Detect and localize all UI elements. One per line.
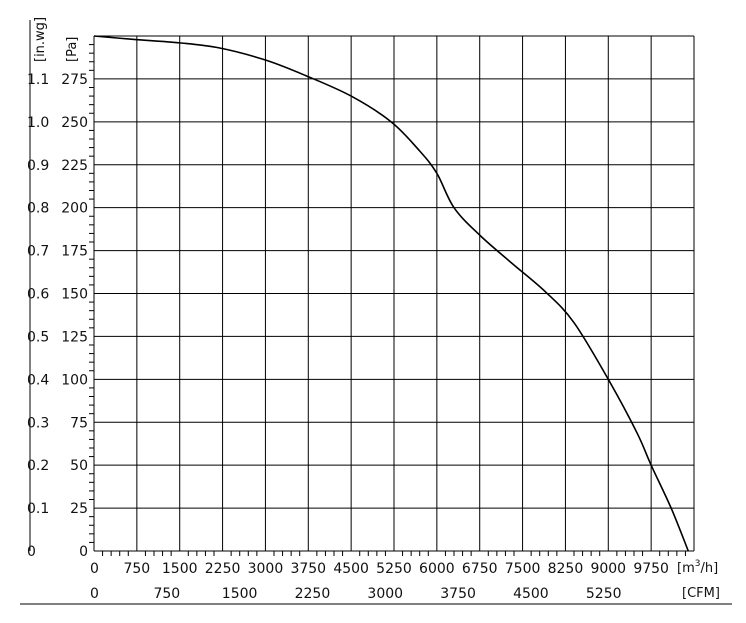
x-tick-label-m3h: 4500	[333, 561, 369, 577]
x-ticks-m3h: 0 750 1500 2250 3000 3750 4500 5250 6000 6750 7500…	[90, 561, 669, 577]
y-tick-label-pa: 250	[61, 115, 88, 131]
y-tick-label-inwg: 0	[27, 544, 36, 560]
x-tick-label-m3h: 7500	[505, 561, 541, 577]
y-tick-label-pa: 50	[70, 458, 88, 474]
y-tick-label-pa: 25	[70, 501, 88, 517]
x-tick-label-cfm: 0	[90, 586, 99, 602]
y-tick-label-pa: 150	[61, 287, 88, 303]
series-line	[93, 35, 690, 552]
y-tick-label-inwg: 0.7	[27, 244, 49, 260]
x-tick-label-m3h: 1500	[162, 561, 198, 577]
x-tick-label-m3h: 0	[90, 561, 99, 577]
y-tick-label-pa: 225	[61, 158, 88, 174]
y-tick-label-inwg: 1.0	[27, 115, 49, 131]
x-tick-label-m3h: 2250	[205, 561, 241, 577]
x-tick-label-m3h: 6000	[419, 561, 455, 577]
y-tick-label-inwg: 0.9	[27, 158, 49, 174]
x-tick-label-m3h: 3750	[290, 561, 326, 577]
x-tick-label-m3h: 9000	[590, 561, 626, 577]
y-tick-label-pa: 0	[79, 544, 88, 560]
y-ticks-pa: 0 25 50 75 100 125 150 175 200 225 250 275	[61, 72, 88, 560]
y-unit-inwg: [in.wg]	[33, 17, 48, 62]
x-tick-label-cfm: 1500	[222, 586, 258, 602]
x-unit-cfm: [CFM]	[682, 586, 720, 601]
y-tick-label-pa: 100	[61, 372, 88, 388]
y-unit-pa: [Pa]	[65, 37, 80, 62]
y-tick-label-pa: 275	[61, 72, 88, 88]
x-tick-label-cfm: 3750	[440, 586, 476, 602]
grid	[93, 35, 695, 552]
y-tick-label-pa: 175	[61, 244, 88, 260]
x-tick-label-cfm: 4500	[513, 586, 549, 602]
x-tick-label-cfm: 2250	[295, 586, 331, 602]
y-tick-label-inwg: 0.6	[27, 287, 49, 303]
y-tick-label-pa: 75	[70, 415, 88, 431]
x-tick-label-cfm: 750	[153, 586, 180, 602]
x-tick-label-cfm: 5250	[586, 586, 622, 602]
x-tick-label-m3h: 9750	[633, 561, 669, 577]
x-ticks-cfm: 0 750 1500 2250 3000 3750 4500 5250	[90, 586, 622, 602]
y-tick-label-inwg: 0.3	[27, 415, 49, 431]
y-tick-label-inwg: 0.8	[27, 201, 49, 217]
x-tick-label-m3h: 6750	[462, 561, 498, 577]
x-tick-label-m3h: 8250	[548, 561, 584, 577]
x-tick-label-cfm: 3000	[367, 586, 403, 602]
x-unit-m3h-sup: 3	[695, 559, 701, 569]
y-tick-label-inwg: 0.5	[27, 329, 49, 345]
x-tick-label-m3h: 3000	[248, 561, 284, 577]
minor-ticks	[29, 20, 686, 556]
y-tick-label-inwg: 0.1	[27, 501, 49, 517]
y-tick-label-pa: 200	[61, 201, 88, 217]
x-unit-m3h-tail: /h]	[700, 561, 718, 576]
y-tick-label-inwg: 0.4	[27, 372, 49, 388]
x-tick-label-m3h: 750	[123, 561, 150, 577]
x-unit-m3h-base: [m	[677, 561, 695, 576]
y-tick-label-pa: 125	[61, 329, 88, 345]
y-tick-label-inwg: 1.1	[27, 72, 49, 88]
y-tick-label-inwg: 0.2	[27, 458, 49, 474]
x-tick-label-m3h: 5250	[376, 561, 412, 577]
y-ticks-inwg: 0 0.1 0.2 0.3 0.4 0.5 0.6 0.7 0.8 0.9 1.0 1.1	[27, 72, 49, 560]
x-unit-m3h: [m3/h]	[677, 559, 718, 576]
